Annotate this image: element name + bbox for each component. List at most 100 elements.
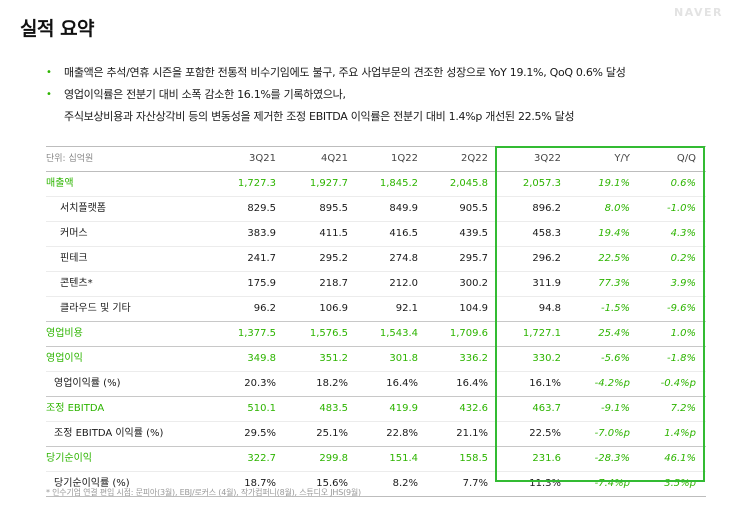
table-cell: 218.7 — [319, 278, 348, 289]
column-header: 4Q21 — [321, 153, 348, 164]
table-cell: 1,727.3 — [237, 178, 276, 189]
table-row: 클라우드 및 기타 96.2 106.9 92.1 104.9 94.8 -1.5% -9.6… — [46, 297, 706, 322]
table-cell: -9.6% — [666, 303, 696, 314]
table-row: 매출액 1,727.3 1,927.7 1,845.2 2,045.8 2,057.3 19… — [46, 172, 706, 197]
footnote: * 인수기업 연결 편입 시점: 문피아(3월), EBJ/로커스 (4월), … — [46, 488, 361, 497]
row-label: 조정 EBITDA — [46, 403, 105, 414]
table-cell: 330.2 — [532, 353, 561, 364]
table-cell: -28.3% — [594, 453, 630, 464]
table-cell: 22.5% — [598, 253, 630, 264]
table-cell: 510.1 — [247, 403, 276, 414]
column-header: 1Q22 — [391, 153, 418, 164]
table-header-row: 단위: 십억원 3Q21 4Q21 1Q22 2Q22 3Q22 Y/Y Q/Q — [46, 146, 706, 172]
table-cell: 96.2 — [253, 303, 276, 314]
row-label: 핀테크 — [60, 253, 88, 264]
table-row: 콘텐츠* 175.9 218.7 212.0 300.2 311.9 77.3% 3.9% — [46, 272, 706, 297]
table-row: 영업이익률 (%) 20.3% 18.2% 16.4% 16.4% 16.1% -4.2%p… — [46, 372, 706, 397]
table-row: 당기순이익률 (%) 18.7% 15.6% 8.2% 7.7% 11.3% -7.4%p 3… — [46, 472, 706, 497]
table-cell: -4.2%p — [594, 378, 630, 389]
table-cell: 22.5% — [529, 428, 561, 439]
table-row: 영업비용 1,377.5 1,576.5 1,543.4 1,709.6 1,727.1 2… — [46, 322, 706, 347]
table-cell: 104.9 — [459, 303, 488, 314]
table-row: 조정 EBITDA 510.1 483.5 419.9 432.6 463.7 -9.1% 7… — [46, 397, 706, 422]
table-cell: 349.8 — [247, 353, 276, 364]
table-cell: -7.4%p — [594, 478, 630, 489]
table-cell: 19.1% — [598, 178, 630, 189]
table-cell: -9.1% — [600, 403, 630, 414]
table-cell: 94.8 — [538, 303, 561, 314]
table-cell: 92.1 — [395, 303, 418, 314]
table-cell: 296.2 — [532, 253, 561, 264]
table-cell: 1,727.1 — [522, 328, 561, 339]
table-cell: 25.1% — [316, 428, 348, 439]
table-cell: 77.3% — [598, 278, 630, 289]
table-cell: 8.0% — [604, 203, 630, 214]
table-cell: 16.4% — [456, 378, 488, 389]
table-cell: 106.9 — [319, 303, 348, 314]
row-label: 서치플랫폼 — [60, 203, 106, 214]
table-cell: 311.9 — [532, 278, 561, 289]
table-row: 영업이익 349.8 351.2 301.8 336.2 330.2 -5.6% -1.8% — [46, 347, 706, 372]
table-cell: 829.5 — [247, 203, 276, 214]
table-cell: 351.2 — [319, 353, 348, 364]
table-cell: 175.9 — [247, 278, 276, 289]
table-cell: 46.1% — [664, 453, 696, 464]
unit-label: 단위: 십억원 — [46, 154, 94, 164]
table-cell: 1,709.6 — [449, 328, 488, 339]
table-cell: 896.2 — [532, 203, 561, 214]
row-label: 콘텐츠* — [60, 278, 93, 289]
table-cell: 432.6 — [459, 403, 488, 414]
table-cell: 15.6% — [316, 478, 348, 489]
table-cell: 1.4%p — [664, 428, 696, 439]
table-cell: 295.2 — [319, 253, 348, 264]
table-cell: 3.5%p — [664, 478, 696, 489]
table-cell: 8.2% — [392, 478, 418, 489]
row-label: 클라우드 및 기타 — [60, 303, 131, 314]
table-cell: 19.4% — [598, 228, 630, 239]
table-cell: 0.2% — [670, 253, 696, 264]
table-cell: 2,045.8 — [449, 178, 488, 189]
table-cell: 1,927.7 — [309, 178, 348, 189]
table-cell: 458.3 — [532, 228, 561, 239]
table-cell: 463.7 — [532, 403, 561, 414]
table-cell: 7.7% — [462, 478, 488, 489]
row-label: 조정 EBITDA 이익률 (%) — [54, 428, 164, 439]
table-cell: -0.4%p — [660, 378, 696, 389]
table-cell: -1.8% — [666, 353, 696, 364]
table-cell: 151.4 — [389, 453, 418, 464]
table-cell: 1,576.5 — [309, 328, 348, 339]
table-cell: 419.9 — [389, 403, 418, 414]
table-cell: 18.2% — [316, 378, 348, 389]
row-label: 영업비용 — [46, 328, 83, 339]
table-cell: 16.1% — [529, 378, 561, 389]
table-cell: 322.7 — [247, 453, 276, 464]
bullet-dot-icon: • — [46, 67, 52, 78]
table-row: 커머스 383.9 411.5 416.5 439.5 458.3 19.4% 4.3% — [46, 222, 706, 247]
table-cell: 22.8% — [386, 428, 418, 439]
row-label: 영업이익 — [46, 353, 83, 364]
table-cell: 212.0 — [389, 278, 418, 289]
table-cell: 2,057.3 — [522, 178, 561, 189]
table-cell: 158.5 — [459, 453, 488, 464]
table-cell: 0.6% — [670, 178, 696, 189]
table-cell: 301.8 — [389, 353, 418, 364]
table-cell: 439.5 — [459, 228, 488, 239]
table-cell: 849.9 — [389, 203, 418, 214]
page-title: 실적 요약 — [20, 18, 95, 40]
row-label: 매출액 — [46, 178, 74, 189]
table-cell: 383.9 — [247, 228, 276, 239]
table-cell: -5.6% — [600, 353, 630, 364]
table-cell: -1.0% — [666, 203, 696, 214]
bullet-text: 주식보상비용과 자산상각비 등의 변동성을 제거한 조정 EBITDA 이익률은… — [64, 110, 575, 123]
table-cell: 25.4% — [598, 328, 630, 339]
row-label: 당기순이익 — [46, 453, 92, 464]
table-cell: 905.5 — [459, 203, 488, 214]
bullet-item: • 영업이익률은 전분기 대비 소폭 감소한 16.1%를 기록하였으나, — [46, 84, 626, 106]
table-cell: -7.0%p — [594, 428, 630, 439]
table-cell: 483.5 — [319, 403, 348, 414]
bullet-dot-icon: • — [46, 89, 52, 100]
table-cell: 411.5 — [319, 228, 348, 239]
column-header: Q/Q — [676, 153, 696, 164]
table-cell: 21.1% — [456, 428, 488, 439]
column-header: 3Q21 — [249, 153, 276, 164]
